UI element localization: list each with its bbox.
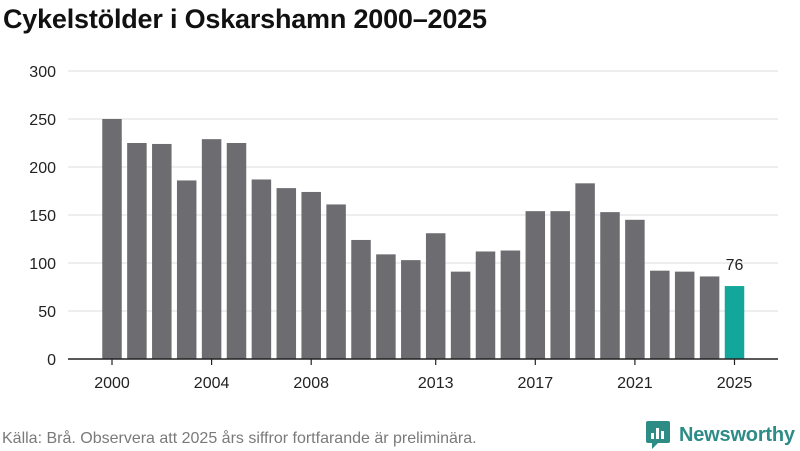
x-tick-label: 2017 (518, 375, 554, 392)
bar (201, 139, 222, 359)
y-tick-label: 250 (29, 112, 56, 129)
y-tick-label: 150 (29, 208, 56, 225)
bar (500, 250, 521, 359)
bar (625, 219, 645, 359)
x-tick-label: 2025 (717, 375, 753, 392)
newsworthy-logo-icon (646, 421, 670, 449)
bar (301, 191, 321, 359)
bar (575, 183, 595, 359)
bar (226, 143, 247, 359)
chart-title: Cykelstölder i Oskarshamn 2000–2025 (3, 4, 487, 34)
bar (600, 212, 620, 359)
brand-name: Newsworthy (679, 423, 795, 446)
bar (699, 276, 720, 359)
bar (326, 204, 346, 359)
bar (251, 179, 272, 359)
bar (102, 119, 122, 359)
data-labels: 76 (726, 257, 744, 274)
x-tick-label: 2013 (418, 375, 454, 392)
y-tick-label: 100 (29, 256, 56, 273)
y-tick-label: 50 (38, 304, 56, 321)
y-tick-label: 300 (29, 64, 56, 81)
x-tick-label: 2008 (293, 375, 329, 392)
source-note: Källa: Brå. Observera att 2025 års siffr… (2, 430, 477, 447)
grid-lines (68, 70, 778, 312)
bar-highlight (724, 286, 745, 359)
x-tick-label: 2021 (617, 375, 653, 392)
bar (276, 188, 297, 359)
y-axis-tick-labels: 0 50 100 150 200 250 300 (29, 64, 56, 369)
x-axis-ticks: 2000 2004 2008 2013 2017 2021 2025 (94, 359, 752, 392)
bar (376, 254, 396, 359)
y-tick-label: 0 (47, 352, 56, 369)
y-tick-label: 200 (29, 160, 56, 177)
bar (674, 271, 695, 359)
data-label: 76 (726, 257, 744, 274)
bar (550, 211, 570, 359)
bar (475, 251, 496, 359)
bar (152, 143, 172, 359)
bar (450, 271, 471, 359)
x-tick-label: 2000 (94, 375, 130, 392)
bar (176, 180, 197, 359)
bar (425, 233, 446, 359)
bars (102, 119, 745, 359)
brand-logo[interactable]: Newsworthy (645, 419, 795, 451)
bar (127, 143, 147, 359)
bar (351, 239, 371, 359)
bar (650, 270, 670, 359)
bar (525, 211, 546, 359)
bar (401, 260, 421, 359)
x-tick-label: 2004 (194, 375, 230, 392)
